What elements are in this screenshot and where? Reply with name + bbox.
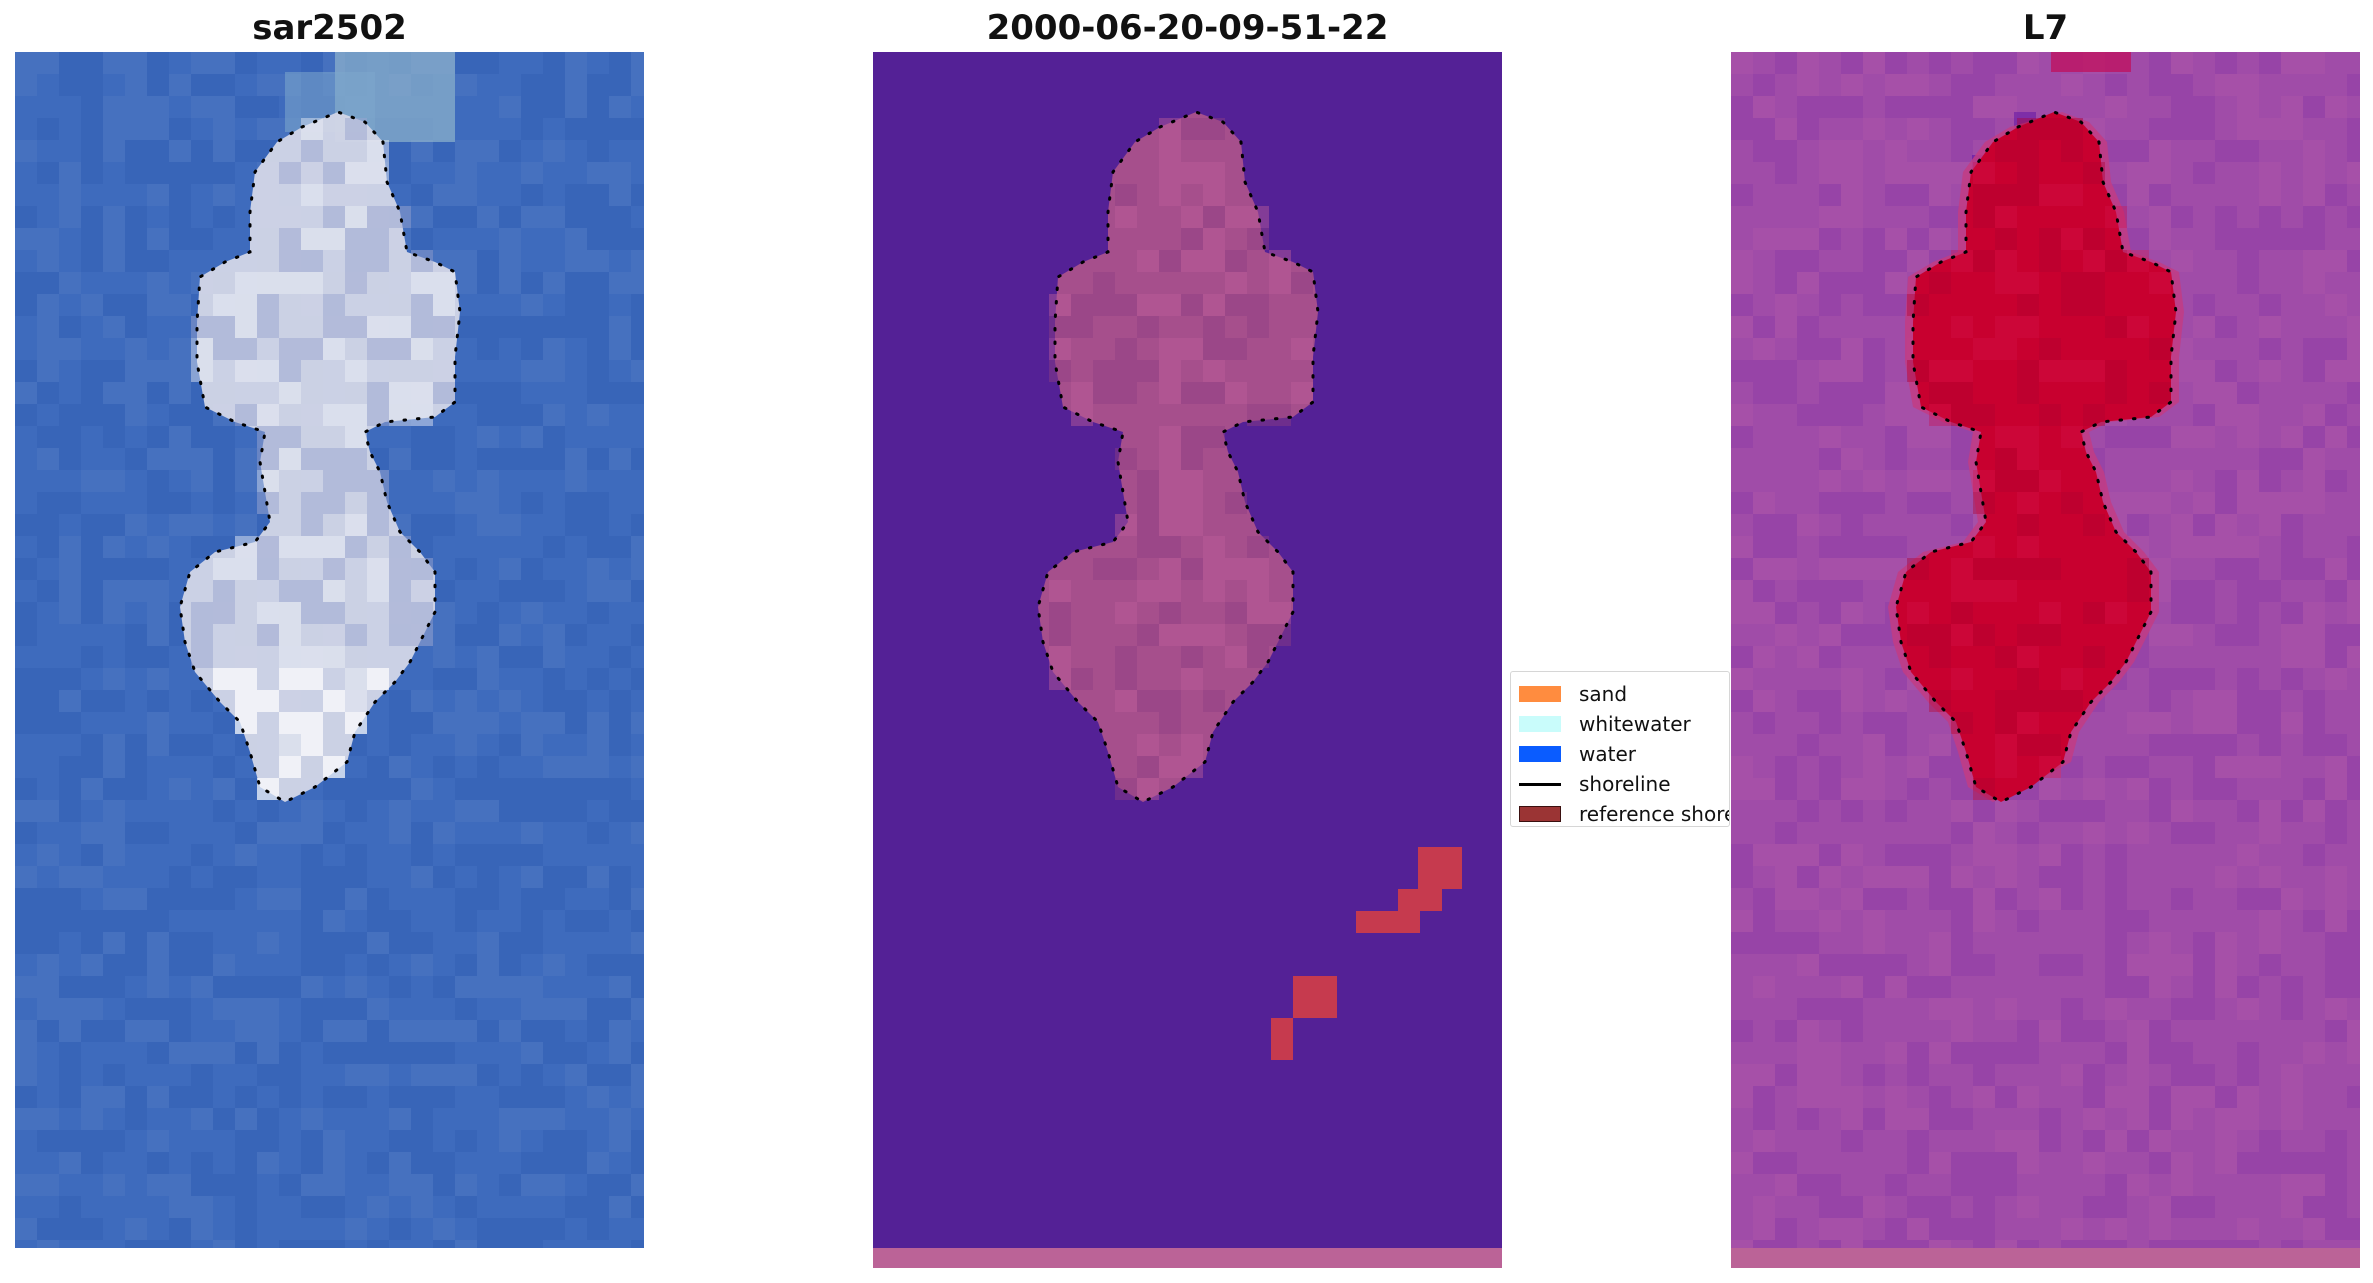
rgb-image-panel bbox=[15, 52, 644, 1248]
legend: sand whitewater water shoreline referenc… bbox=[1510, 671, 1730, 827]
class-island-texture bbox=[1049, 118, 1313, 800]
index-island-texture bbox=[1907, 118, 2171, 800]
legend-label-sand: sand bbox=[1579, 682, 1628, 706]
legend-item-whitewater: whitewater bbox=[1519, 710, 1691, 738]
water-swatch bbox=[1519, 746, 1561, 762]
rgb-island-texture bbox=[191, 118, 455, 800]
legend-item-shoreline: shoreline bbox=[1519, 770, 1671, 798]
legend-item-reference-shoreline: reference shoreline bbox=[1519, 800, 1729, 826]
legend-label-shoreline: shoreline bbox=[1579, 772, 1671, 796]
index-shoreline bbox=[1894, 110, 2178, 804]
index-top-glint bbox=[2051, 52, 2131, 72]
class-island bbox=[1038, 112, 1318, 802]
index-bottom-strip bbox=[1731, 1248, 2360, 1268]
rgb-shoreline bbox=[178, 110, 462, 804]
legend-label-whitewater: whitewater bbox=[1579, 712, 1691, 736]
class-bottom-strip bbox=[873, 1248, 1502, 1268]
rgb-image bbox=[15, 52, 644, 1248]
shoreline-line-swatch bbox=[1519, 776, 1561, 792]
class-sand-overlay bbox=[1271, 847, 1462, 1060]
classification-image bbox=[873, 52, 1502, 1268]
sand-swatch bbox=[1519, 686, 1561, 702]
panel-title-index: L7 bbox=[2022, 8, 2069, 48]
panel-title-classification: 2000-06-20-09-51-22 bbox=[986, 8, 1389, 48]
index-panel bbox=[1731, 52, 2360, 1268]
classification-panel bbox=[873, 52, 1502, 1268]
legend-item-sand: sand bbox=[1519, 680, 1627, 708]
legend-item-water: water bbox=[1519, 740, 1636, 768]
index-image bbox=[1731, 52, 2360, 1268]
panel-title-rgb: sar2502 bbox=[252, 8, 407, 48]
index-island bbox=[1896, 112, 2176, 802]
index-pixel-noise bbox=[1731, 52, 2360, 1262]
reference-shoreline-swatch bbox=[1519, 806, 1561, 822]
class-shoreline bbox=[1036, 110, 1320, 804]
legend-label-water: water bbox=[1579, 742, 1636, 766]
whitewater-swatch bbox=[1519, 716, 1561, 732]
legend-label-reference-shoreline: reference shoreline bbox=[1579, 802, 1729, 826]
